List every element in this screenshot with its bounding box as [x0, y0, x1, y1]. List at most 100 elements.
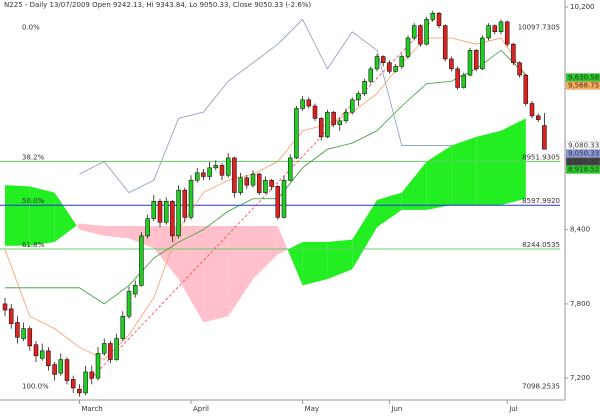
candle-body [368, 68, 374, 82]
candle-body [511, 43, 516, 63]
cloud-segment [79, 223, 105, 236]
candle-body [232, 157, 237, 193]
candle-body [182, 189, 188, 218]
fib-label: 100.0% [22, 383, 49, 391]
candle-body [2, 303, 8, 311]
price-tag-label: 9,050.33 [568, 158, 599, 166]
candle-body [405, 37, 411, 57]
candle-body [52, 364, 57, 375]
candle-body [213, 165, 219, 169]
fib-label: 50.0% [22, 197, 45, 205]
candle-body [300, 99, 305, 109]
candle-body [188, 179, 194, 218]
candle-body [163, 200, 169, 223]
cloud-segment [352, 200, 377, 270]
x-tick-label: Jun [390, 405, 402, 413]
cloud-segment [451, 136, 477, 205]
candle-body [139, 235, 144, 286]
candle-body [126, 291, 132, 317]
candle-body [430, 12, 436, 20]
candle-body [337, 120, 343, 125]
candle-body [201, 172, 206, 177]
candle-body [95, 353, 101, 379]
cloud-segment [401, 161, 427, 210]
cloud-segment [476, 130, 501, 205]
fib-value: 7098.2535 [522, 383, 560, 391]
x-tick-label: April [193, 405, 209, 413]
candle-body [46, 350, 51, 366]
candle-body [70, 379, 76, 389]
candle-body [27, 328, 33, 347]
candle-body [523, 74, 529, 104]
cloud-segment [287, 242, 303, 286]
candle-body [151, 200, 157, 219]
candle-body [281, 179, 287, 218]
candle-body [356, 93, 361, 101]
candle-body [244, 177, 250, 186]
candle-body [418, 25, 423, 45]
candle-body [535, 115, 541, 120]
candle-body [480, 37, 485, 70]
fib-label: 38.2% [22, 153, 45, 161]
candle-body [486, 25, 491, 39]
price-tag-label: 8,918.52 [568, 166, 599, 174]
y-tick-label: 7,200 [570, 374, 590, 382]
candle-body [256, 173, 262, 193]
candle-body [343, 111, 349, 122]
candle-body [473, 50, 479, 70]
price-tag [565, 81, 600, 90]
x-tick-label: March [81, 405, 102, 413]
candle-body [108, 343, 113, 360]
candle-body [411, 25, 417, 39]
price-tag-label: 9,080.33 [568, 142, 599, 150]
candle-body [306, 99, 312, 107]
candle-body [114, 338, 119, 360]
candle-body [170, 200, 175, 237]
candle-body [120, 316, 126, 339]
candle-body [492, 25, 498, 33]
candle-body [194, 172, 200, 181]
candle-body [8, 308, 14, 324]
candle-body [39, 350, 45, 359]
indicator-line [4, 37, 527, 361]
candle-body [207, 167, 212, 177]
candle-body [498, 21, 504, 33]
candle-body [238, 177, 243, 193]
y-tick-label: 10,200 [570, 3, 595, 11]
candle-body [33, 344, 39, 357]
candle-body [287, 157, 293, 181]
candle-body [21, 328, 26, 339]
candle-body [331, 111, 336, 125]
candle-body [517, 62, 522, 76]
candle-body [424, 19, 429, 45]
cloud-segment [178, 225, 204, 323]
candle-body [374, 56, 380, 70]
fib-value: 8244.0535 [522, 241, 560, 249]
candle-body [89, 371, 95, 379]
candle-body [157, 200, 163, 223]
cloud-segment [76, 223, 80, 230]
candle-body [83, 371, 88, 394]
chart-title: N225 - Daily 13/07/2009 Open 9242.13, Hi… [4, 1, 311, 9]
indicator-line [5, 49, 527, 305]
price-tag-label: 9,568.75 [568, 81, 599, 89]
candle-body [64, 359, 70, 381]
candle-body [325, 111, 330, 138]
candle-body [250, 173, 256, 186]
candle-body [225, 157, 231, 176]
candle-body [455, 68, 460, 88]
y-tick-label: 7,800 [570, 300, 590, 308]
price-tag [565, 165, 600, 174]
candle-body [461, 74, 467, 88]
candle-body [442, 25, 448, 60]
cloud-segment [29, 186, 55, 246]
fib-label: 61.8% [22, 241, 45, 249]
candle-body [380, 56, 386, 63]
cloud-segment [104, 225, 129, 239]
fib-label: 0.0% [22, 24, 40, 32]
price-tag-label: 9,050.33 [568, 150, 599, 158]
candle-body [318, 118, 324, 138]
candle-body [132, 285, 138, 295]
